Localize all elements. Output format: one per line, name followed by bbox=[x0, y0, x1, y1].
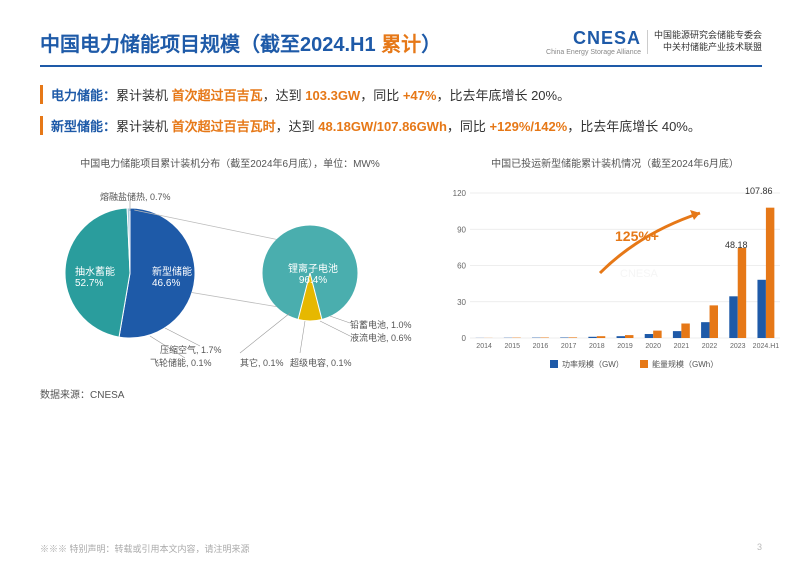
svg-text:30: 30 bbox=[457, 298, 466, 307]
stat2-label: 新型储能： bbox=[51, 119, 116, 134]
stat2-b: 首次超过百吉瓦时 bbox=[172, 119, 276, 134]
stat-line-1: 电力储能：累计装机 首次超过百吉瓦，达到 103.3GW，同比 +47%，比去年… bbox=[40, 85, 762, 104]
svg-text:2019: 2019 bbox=[617, 343, 633, 350]
bar-val-energy: 107.86 bbox=[745, 186, 773, 196]
svg-text:2015: 2015 bbox=[504, 343, 520, 350]
svg-text:2020: 2020 bbox=[645, 343, 661, 350]
pie-label-flow: 液流电池, 0.6% bbox=[350, 331, 412, 344]
stat1-a: 累计装机 bbox=[116, 88, 172, 103]
stat1-c: ，达到 bbox=[263, 88, 306, 103]
pie-label-pumped: 抽水蓄能52.7% bbox=[75, 263, 115, 289]
bar-annotation: 125%+ bbox=[615, 228, 659, 244]
pie-label-other: 其它, 0.1% bbox=[240, 356, 284, 369]
bar-chart-block: 中国已投运新型储能累计装机情况（截至2024年6月底） 0 30 60 90 120 20… bbox=[440, 155, 790, 378]
bar-svg: 0 30 60 90 120 2014 2015 2016 2017 2018 2019 2020 20… bbox=[440, 178, 790, 378]
footer-disclaimer: ※※※ 特别声明：转载或引用本文内容，请注明来源 bbox=[40, 542, 250, 555]
stat2-e: ，同比 bbox=[447, 119, 490, 134]
svg-text:能量规模（GWh）: 能量规模（GWh） bbox=[652, 359, 718, 369]
pie-chart-block: 中国电力储能项目累计装机分布（截至2024年6月底），单位：MW% 抽水蓄能52… bbox=[40, 155, 420, 378]
title-highlight: 累计 bbox=[381, 34, 421, 56]
logo-main: CNESA bbox=[546, 28, 641, 49]
svg-text:60: 60 bbox=[457, 262, 466, 271]
stat1-g: ，比去年底增长 20%。 bbox=[436, 88, 570, 103]
stat1-label: 电力储能： bbox=[51, 88, 116, 103]
svg-text:2016: 2016 bbox=[533, 343, 549, 350]
logo-cn1: 中国能源研究会储能专委会 bbox=[654, 30, 762, 42]
svg-text:2023: 2023 bbox=[730, 343, 746, 350]
logo-sub: China Energy Storage Alliance bbox=[546, 49, 641, 56]
stat1-b: 首次超过百吉瓦 bbox=[172, 88, 263, 103]
svg-text:2018: 2018 bbox=[589, 343, 605, 350]
bar-title: 中国已投运新型储能累计装机情况（截至2024年6月底） bbox=[440, 155, 790, 170]
pie-label-cap: 超级电容, 0.1% bbox=[290, 356, 352, 369]
stat2-f: +129%/142% bbox=[490, 119, 568, 134]
stat1-e: ，同比 bbox=[360, 88, 403, 103]
svg-text:2014: 2014 bbox=[476, 343, 492, 350]
svg-text:0: 0 bbox=[462, 334, 467, 343]
svg-text:120: 120 bbox=[453, 189, 467, 198]
svg-text:2022: 2022 bbox=[702, 343, 718, 350]
stat1-d: 103.3GW bbox=[305, 88, 360, 103]
stat-line-2: 新型储能：累计装机 首次超过百吉瓦时，达到 48.18GW/107.86GWh，… bbox=[40, 116, 762, 135]
page-number: 3 bbox=[757, 542, 762, 555]
logo-cn2: 中关村储能产业技术联盟 bbox=[654, 42, 762, 54]
svg-text:功率规模（GW）: 功率规模（GW） bbox=[562, 359, 624, 369]
logo-block: CNESA China Energy Storage Alliance 中国能源… bbox=[546, 28, 762, 56]
data-source: 数据来源：CNESA bbox=[0, 386, 802, 401]
stat2-g: ，比去年底增长 40%。 bbox=[567, 119, 701, 134]
svg-text:90: 90 bbox=[457, 225, 466, 234]
pie-label-caes: 压缩空气, 1.7% bbox=[160, 343, 222, 356]
stat1-f: +47% bbox=[403, 88, 437, 103]
pie-area: 抽水蓄能52.7% 新型储能46.6% 熔融盐储热, 0.7% 锂离子电池96.… bbox=[40, 178, 420, 378]
pie-label-fly: 飞轮储能, 0.1% bbox=[150, 356, 212, 369]
pie-title: 中国电力储能项目累计装机分布（截至2024年6月底），单位：MW% bbox=[40, 155, 420, 170]
pie-label-new: 新型储能46.6% bbox=[152, 263, 192, 289]
pie-label-li: 锂离子电池96.4% bbox=[288, 260, 338, 286]
svg-text:2024.H1: 2024.H1 bbox=[753, 343, 780, 350]
pie-label-lead: 铅蓄电池, 1.0% bbox=[350, 318, 412, 331]
stat2-d: 48.18GW/107.86GWh bbox=[318, 119, 447, 134]
title-text-a: 中国电力储能项目规模（截至2024.H1 bbox=[40, 34, 376, 56]
bar-val-power: 48.18 bbox=[725, 240, 748, 250]
bar-area: 0 30 60 90 120 2014 2015 2016 2017 2018 2019 2020 20… bbox=[440, 178, 790, 378]
pie-label-molten: 熔融盐储热, 0.7% bbox=[100, 190, 171, 203]
title-text-c: ） bbox=[421, 34, 441, 56]
page-title: 中国电力储能项目规模（截至2024.H1 累计） bbox=[40, 28, 441, 57]
stat2-a: 累计装机 bbox=[116, 119, 172, 134]
svg-text:2021: 2021 bbox=[674, 343, 690, 350]
stat2-c: ，达到 bbox=[276, 119, 319, 134]
svg-text:2017: 2017 bbox=[561, 343, 577, 350]
